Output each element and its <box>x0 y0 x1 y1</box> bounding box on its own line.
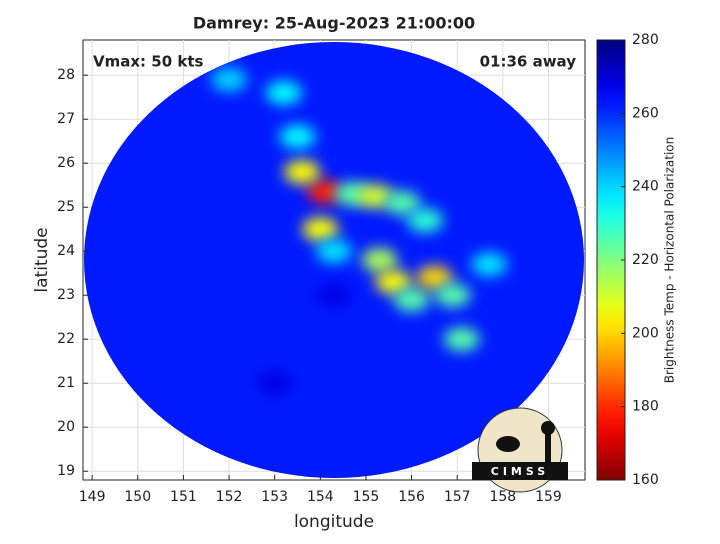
brightness-feature <box>306 179 343 204</box>
colorbar-tick-label: 160 <box>632 472 659 488</box>
brightness-feature <box>471 252 508 277</box>
y-tick-label: 28 <box>57 67 75 83</box>
y-tick-label: 20 <box>57 419 75 435</box>
x-tick-label: 159 <box>535 489 562 505</box>
colorbar-tick-label: 200 <box>632 325 659 341</box>
brightness-feature <box>443 327 480 352</box>
brightness-feature <box>211 67 248 92</box>
y-tick-label: 24 <box>57 243 75 259</box>
x-tick-label: 152 <box>216 489 243 505</box>
colorbar-label: Brightness Temp - Horizontal Polarizatio… <box>663 137 677 384</box>
brightness-feature <box>279 124 316 149</box>
colorbar <box>596 39 626 481</box>
brightness-feature <box>302 217 339 242</box>
x-tick-label: 156 <box>398 489 425 505</box>
y-tick-label: 23 <box>57 287 75 303</box>
logo: CIMSS <box>472 407 568 493</box>
brightness-feature <box>361 248 398 272</box>
brightness-feature <box>384 190 421 215</box>
brightness-feature <box>375 270 412 294</box>
brightness-feature <box>256 371 293 396</box>
x-tick-label: 150 <box>124 489 151 505</box>
colorbar-tick-label: 280 <box>632 32 659 48</box>
y-tick-label: 26 <box>57 155 75 171</box>
x-tick-label: 155 <box>353 489 380 505</box>
brightness-feature <box>416 265 453 290</box>
y-tick-label: 22 <box>57 331 75 347</box>
y-tick-label: 25 <box>57 199 75 215</box>
colorbar-tick-label: 260 <box>632 105 659 121</box>
x-tick-label: 153 <box>261 489 288 505</box>
brightness-feature <box>316 283 352 308</box>
y-tick-label: 19 <box>57 463 75 479</box>
brightness-feature <box>316 239 352 264</box>
x-axis-label: longitude <box>294 512 374 532</box>
y-tick-label: 27 <box>57 111 75 127</box>
colorbar-tick-label: 240 <box>632 179 659 195</box>
x-tick-label: 149 <box>79 489 106 505</box>
brightness-feature <box>284 160 321 184</box>
y-axis-label: latitude <box>32 227 52 292</box>
brightness-feature <box>434 283 471 308</box>
brightness-feature <box>357 184 394 209</box>
x-tick-label: 157 <box>444 489 471 505</box>
swath <box>211 67 508 396</box>
colorbar-tick-label: 220 <box>632 252 659 268</box>
brightness-feature <box>265 80 302 105</box>
y-tick-label: 21 <box>57 375 75 391</box>
colorbar-tick-label: 180 <box>632 399 659 415</box>
annotation: 01:36 away <box>480 53 577 71</box>
brightness-feature <box>407 208 444 233</box>
logo-text: CIMSS <box>491 465 549 478</box>
brightness-feature <box>393 287 430 312</box>
x-tick-label: 158 <box>489 489 516 505</box>
x-tick-label: 151 <box>170 489 197 505</box>
annotation: Vmax: 50 kts <box>93 53 203 71</box>
x-tick-label: 154 <box>307 489 334 505</box>
chart-title: Damrey: 25-Aug-2023 21:00:00 <box>193 14 475 33</box>
